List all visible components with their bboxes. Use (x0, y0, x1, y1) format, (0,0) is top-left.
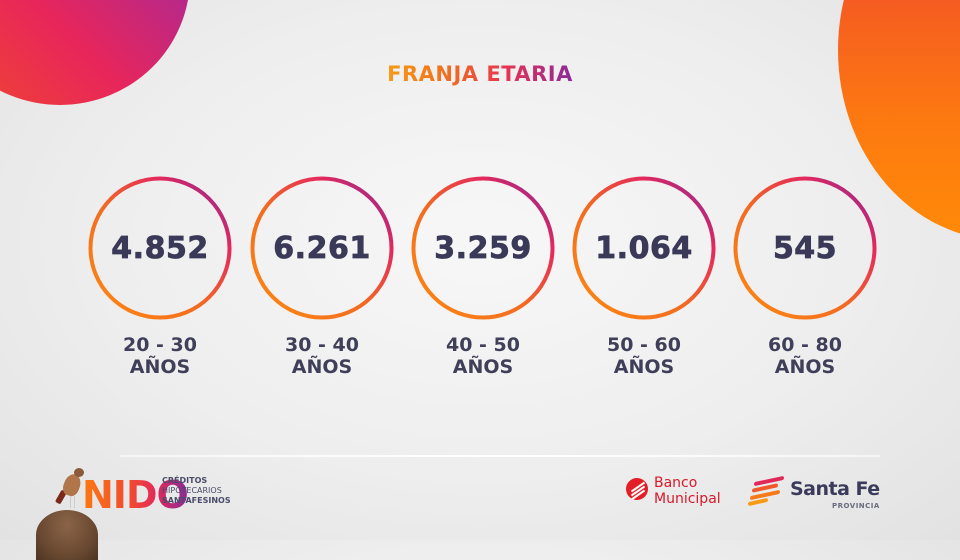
bird-leg (70, 496, 71, 508)
age-unit: AÑOS (774, 356, 836, 378)
nido-tagline: CRÉDITOS HIPOTECARIOS SANTAFESINOS (162, 476, 231, 506)
santa-fe-logo: Santa Fe PROVINCIA (748, 475, 888, 515)
nest-icon (36, 510, 98, 560)
stat-label: 30 - 40 AÑOS (250, 334, 394, 378)
nido-wordmark: NIDO (82, 473, 189, 517)
ring-icon (411, 176, 555, 320)
stat-item: 1.064 50 - 60 AÑOS (572, 176, 716, 378)
banco-municipal-logo: Banco Municipal (626, 475, 726, 515)
stat-ring: 4.852 (88, 176, 232, 320)
stat-label: 20 - 30 AÑOS (88, 334, 232, 378)
age-unit: AÑOS (452, 356, 514, 378)
ring-icon (250, 176, 394, 320)
stat-label: 60 - 80 AÑOS (733, 334, 877, 378)
stat-value: 1.064 (595, 230, 693, 266)
stat-ring: 1.064 (572, 176, 716, 320)
stat-label: 40 - 50 AÑOS (411, 334, 555, 378)
age-range: 40 - 50 (446, 334, 520, 356)
age-range: 60 - 80 (768, 334, 842, 356)
nido-logo: NIDO CRÉDITOS HIPOTECARIOS SANTAFESINOS (30, 460, 270, 560)
page-title: FRANJA ETARIA (387, 62, 573, 86)
stat-item: 6.261 30 - 40 AÑOS (250, 176, 394, 378)
stat-item: 3.259 40 - 50 AÑOS (411, 176, 555, 378)
bird-icon (74, 468, 84, 477)
ring-icon (733, 176, 877, 320)
santa-fe-text: Santa Fe (790, 478, 880, 500)
nido-tagline-line1: CRÉDITOS (162, 476, 208, 485)
stat-ring: 545 (733, 176, 877, 320)
stat-value: 545 (772, 230, 838, 266)
age-range: 30 - 40 (285, 334, 359, 356)
ring-icon (88, 176, 232, 320)
stat-label: 50 - 60 AÑOS (572, 334, 716, 378)
stat-value: 6.261 (273, 230, 371, 266)
stat-ring: 3.259 (411, 176, 555, 320)
nido-tagline-line2: HIPOTECARIOS (162, 486, 222, 495)
banco-line2: Municipal (654, 491, 721, 507)
age-range: 50 - 60 (607, 334, 681, 356)
age-unit: AÑOS (129, 356, 191, 378)
nido-tagline-line3: SANTAFESINOS (162, 496, 231, 505)
santa-fe-provincia: PROVINCIA (832, 502, 880, 510)
banco-municipal-icon (626, 478, 648, 500)
stat-value: 4.852 (111, 230, 209, 266)
footer-divider (120, 455, 880, 457)
age-range: 20 - 30 (123, 334, 197, 356)
bird-leg (74, 496, 75, 508)
stat-ring: 6.261 (250, 176, 394, 320)
age-unit: AÑOS (613, 356, 675, 378)
stat-item: 545 60 - 80 AÑOS (733, 176, 877, 378)
age-unit: AÑOS (291, 356, 353, 378)
ring-icon (572, 176, 716, 320)
stat-item: 4.852 20 - 30 AÑOS (88, 176, 232, 378)
banco-municipal-text: Banco Municipal (654, 475, 721, 507)
banco-line1: Banco (654, 475, 698, 491)
santa-fe-icon (748, 475, 786, 507)
stat-value: 3.259 (434, 230, 532, 266)
decorative-gradient-blob-top-left (0, 0, 190, 105)
